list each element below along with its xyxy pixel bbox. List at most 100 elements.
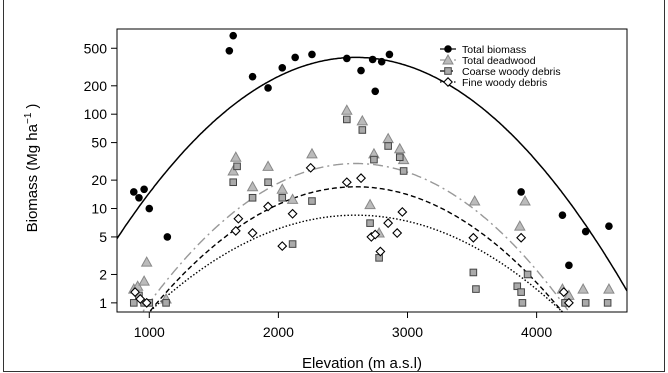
x-tick-label: 3000 (392, 324, 423, 340)
data-point (247, 228, 258, 238)
fit-curve-coarse-woody-debris (148, 186, 564, 312)
data-point (370, 155, 378, 164)
data-point (308, 197, 316, 205)
data-point (356, 114, 369, 126)
y-axis-label: Biomass (Mg ha−1) (23, 104, 41, 233)
y-tick-label: 5 (99, 229, 107, 245)
y-tick-label: 100 (84, 106, 108, 122)
fit-curve-fine-woody-debris (148, 214, 564, 312)
x-axis-label: Elevation (m a.s.l) (302, 355, 422, 372)
data-point (357, 66, 365, 75)
data-point (225, 46, 234, 55)
data-point (276, 183, 289, 194)
data-point (513, 220, 526, 231)
series-coarse-woody-debris (129, 115, 612, 307)
y-tick-label: 2 (99, 266, 107, 282)
data-point (472, 285, 480, 293)
data-point (605, 222, 613, 230)
data-point (523, 270, 532, 279)
y-tick-label: 50 (91, 135, 107, 151)
data-point (138, 275, 150, 286)
plot-border (116, 28, 628, 313)
data-point (229, 151, 242, 162)
data-point (129, 299, 138, 307)
data-point (340, 104, 353, 115)
data-point (130, 287, 141, 298)
data-point (468, 232, 479, 243)
data-point (278, 193, 287, 202)
data-point (288, 240, 297, 248)
data-point (233, 213, 244, 224)
legend-marker (444, 67, 452, 75)
data-point (306, 147, 318, 159)
data-point (581, 299, 590, 307)
data-point (558, 287, 569, 298)
data-point (468, 195, 481, 206)
data-point (246, 180, 259, 192)
data-point (516, 232, 527, 243)
data-point (308, 50, 316, 59)
data-point (393, 142, 406, 154)
data-point (375, 254, 383, 262)
data-point (368, 55, 377, 64)
data-point (383, 218, 394, 229)
data-point (343, 115, 351, 124)
data-point (364, 198, 376, 210)
data-point (233, 162, 241, 171)
legend-label: Total deadwood (462, 55, 536, 67)
legend-marker (442, 53, 454, 65)
data-point (581, 227, 590, 236)
data-point (517, 288, 525, 296)
data-point (392, 228, 403, 238)
data-point (343, 54, 351, 63)
data-point (565, 261, 573, 270)
data-point (519, 195, 531, 206)
y-tick-label: 500 (84, 40, 108, 56)
series-fine-woody-debris (130, 162, 574, 308)
data-point (375, 246, 386, 257)
x-tick-label: 2000 (263, 324, 294, 340)
data-point (230, 225, 241, 236)
fit-curves (117, 56, 627, 312)
data-point (140, 256, 153, 267)
legend-label: Coarse woody debris (462, 66, 561, 78)
data-point (262, 160, 274, 171)
data-point (358, 126, 367, 134)
data-point (140, 185, 148, 194)
data-point (518, 299, 527, 307)
data-point (263, 201, 274, 212)
data-point (277, 241, 288, 252)
data-point (397, 206, 408, 217)
figure-frame (3, 0, 665, 372)
data-point (603, 299, 612, 307)
data-point (229, 31, 238, 40)
data-point (399, 167, 408, 175)
data-point (395, 153, 404, 162)
data-points (127, 31, 615, 308)
data-point (577, 283, 589, 294)
data-point (469, 268, 478, 277)
legend-marker (443, 77, 453, 87)
data-point (356, 173, 367, 184)
data-point (227, 164, 240, 176)
data-point (163, 233, 172, 241)
data-point (366, 219, 374, 227)
data-point (603, 283, 615, 294)
data-point (162, 299, 170, 307)
data-point (513, 282, 522, 291)
y-tick-label: 200 (84, 78, 108, 94)
y-tick-label: 1 (99, 295, 107, 311)
data-point (371, 87, 380, 96)
data-point (370, 229, 381, 240)
data-point (248, 72, 257, 81)
series-total-biomass (129, 31, 613, 270)
data-point (286, 193, 299, 204)
series-total-deadwood (127, 104, 615, 304)
data-point (382, 132, 394, 144)
legend-marker (444, 45, 452, 53)
y-axis-label-superscript: −1 (23, 112, 34, 124)
data-point (135, 293, 146, 304)
data-point (141, 297, 152, 308)
data-point (264, 178, 272, 187)
